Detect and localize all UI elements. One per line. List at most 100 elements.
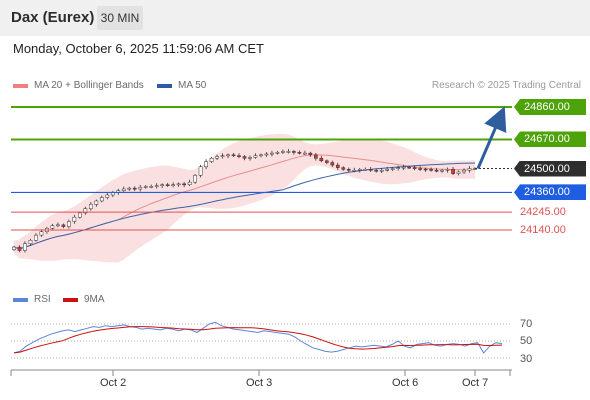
candle-body	[12, 246, 16, 250]
rsi-ma-swatch	[63, 297, 78, 302]
candle-body	[132, 187, 137, 190]
candle-body	[297, 152, 302, 154]
candle-body	[160, 184, 165, 186]
candle-body	[248, 157, 252, 159]
legend-ma50: MA 50	[157, 80, 206, 91]
legend-rsi: RSI	[13, 294, 51, 305]
projection-arrow	[476, 106, 507, 170]
candle-body	[363, 169, 368, 171]
rsi-ma-line	[13, 326, 503, 354]
candle-body	[390, 168, 395, 170]
candle-body	[423, 168, 428, 171]
candle-body	[242, 156, 247, 159]
candle-body	[445, 169, 450, 171]
bollinger-area	[14, 133, 475, 263]
candle-body	[138, 187, 143, 190]
candle-body	[259, 154, 263, 157]
candle-body	[34, 234, 38, 241]
level-label-s3: 24140.00	[520, 224, 566, 236]
rsi-tick-50: 50	[520, 335, 533, 347]
timestamp: Monday, October 6, 2025 11:59:06 AM CET	[13, 41, 264, 56]
candle-body	[341, 167, 346, 170]
candle-body	[187, 181, 192, 185]
candle-body	[171, 184, 176, 186]
timeframe-button[interactable]: 30 MIN	[97, 6, 143, 30]
header-bar: Dax (Eurex) 30 MIN	[0, 0, 590, 36]
candle-body	[39, 231, 44, 236]
instrument-title: Dax (Eurex)	[11, 9, 95, 26]
legend-rsi-label: RSI	[34, 294, 51, 305]
candle-body	[374, 169, 379, 172]
level-label-s2: 24245.00	[520, 206, 566, 219]
legend-ma20: MA 20 + Bollinger Bands	[13, 80, 144, 91]
level-label-r1: 24670.00	[514, 131, 586, 148]
candle-body	[50, 225, 55, 229]
candle-body	[303, 152, 307, 155]
candle-body	[99, 197, 104, 202]
candlesticks	[12, 149, 477, 253]
credit-text: Research © 2025 Trading Central	[431, 80, 581, 91]
candle-body	[313, 154, 318, 159]
candle-body	[215, 156, 219, 159]
level-label-s1: 24360.00	[514, 184, 586, 201]
rsi-tick-70: 70	[520, 318, 533, 330]
date-label-oct3: Oct 3	[246, 377, 273, 389]
candle-body	[176, 183, 181, 186]
candle-body	[56, 224, 60, 227]
candle-body	[226, 154, 230, 157]
candle-body	[28, 240, 33, 244]
date-label-oct7: Oct 7	[462, 377, 489, 389]
candle-body	[440, 169, 444, 172]
candle-body	[67, 221, 71, 227]
candle-body	[281, 151, 285, 153]
candle-body	[204, 161, 208, 168]
candle-body	[467, 168, 472, 171]
candle-body	[401, 166, 406, 169]
candle-body	[253, 155, 258, 158]
candle-body	[149, 186, 154, 188]
candle-body	[346, 169, 351, 171]
candle-body	[23, 243, 27, 251]
candle-body	[456, 171, 461, 174]
candle-body	[209, 158, 214, 162]
candle-body	[17, 246, 22, 251]
level-label-r2: 24860.00	[514, 99, 586, 115]
candle-body	[335, 164, 340, 168]
candle-body	[105, 194, 110, 198]
candle-body	[193, 175, 197, 183]
candle-body	[143, 186, 148, 188]
candle-body	[385, 169, 390, 171]
candle-body	[379, 169, 384, 172]
candle-body	[352, 169, 357, 172]
rsi-tick-30: 30	[520, 353, 533, 365]
ma20-swatch	[13, 83, 28, 88]
candle-body	[182, 183, 186, 186]
candle-body	[418, 168, 422, 170]
candle-body	[330, 162, 335, 166]
level-label-current: 24500.00	[514, 160, 586, 177]
candle-body	[270, 152, 274, 155]
candle-body	[121, 188, 126, 191]
date-label-oct2: Oct 2	[100, 377, 127, 389]
legend-rsi-ma-label: 9MA	[84, 294, 105, 305]
rsi-line	[13, 321, 503, 354]
candle-body	[451, 169, 455, 174]
candle-body	[165, 184, 170, 186]
candle-body	[72, 216, 77, 222]
candle-body	[412, 167, 417, 169]
price-levels	[11, 106, 512, 231]
candle-body	[78, 212, 82, 218]
candle-body	[396, 167, 401, 169]
candle-body	[127, 187, 132, 190]
candle-body	[357, 169, 362, 171]
candle-body	[61, 224, 66, 227]
ma50-swatch	[157, 83, 172, 88]
candle-body	[429, 169, 433, 171]
candle-body	[83, 208, 88, 214]
candle-body	[154, 185, 159, 187]
x-axis	[10, 369, 512, 376]
candle-body	[275, 152, 280, 154]
candle-body	[319, 158, 324, 162]
rsi-panel	[11, 321, 512, 359]
